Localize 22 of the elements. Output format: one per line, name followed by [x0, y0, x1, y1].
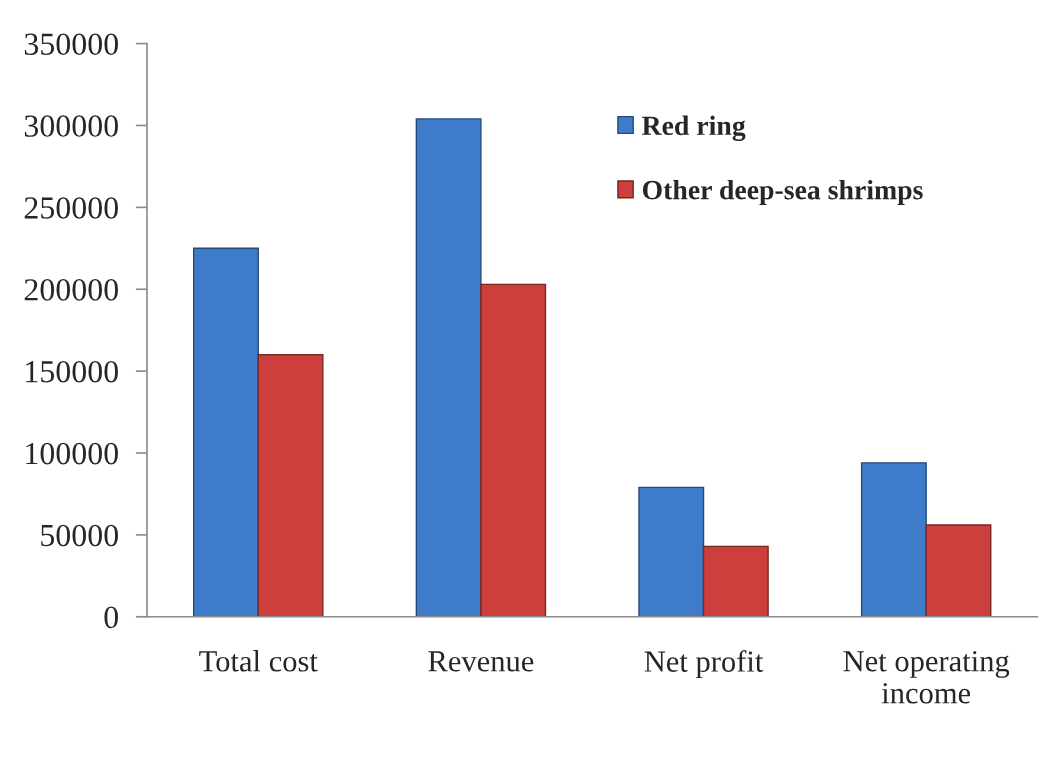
x-tick-label: Net operating income [843, 650, 1010, 704]
y-tick-label: 300000 [24, 115, 118, 137]
y-tick-label: 0 [104, 606, 118, 629]
bar [702, 545, 769, 617]
y-tick-label: 200000 [24, 279, 118, 301]
y-tick-label: 250000 [24, 197, 118, 219]
y-tick-label: 350000 [24, 33, 118, 55]
y-tick-label: 50000 [41, 524, 118, 547]
x-tick-label: Total cost [199, 650, 318, 672]
bar [638, 486, 705, 617]
x-tick-label: Revenue [428, 651, 534, 672]
y-tick-label: 100000 [26, 442, 118, 465]
y-tick-label: 150000 [26, 360, 118, 383]
bar [257, 354, 324, 617]
bar [193, 247, 259, 617]
x-tick-label: Net profit [644, 650, 764, 679]
bar [860, 462, 927, 617]
bar [480, 283, 547, 617]
bar [925, 524, 992, 617]
legend-label: Red ring [642, 115, 746, 141]
bar [415, 118, 482, 617]
legend-label: Other deep-sea shrimps [642, 179, 923, 206]
